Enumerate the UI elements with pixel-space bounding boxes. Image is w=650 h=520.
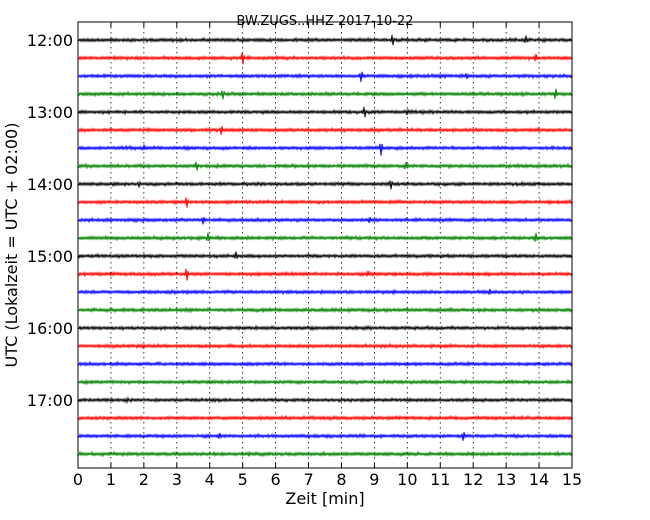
y-tick-label: 17:00 bbox=[27, 391, 73, 410]
x-tick-label: 8 bbox=[336, 470, 346, 489]
y-axis-label: UTC (Lokalzeit = UTC + 02:00) bbox=[2, 123, 21, 368]
y-tick-label: 13:00 bbox=[27, 103, 73, 122]
trace-line bbox=[77, 432, 573, 441]
trace-line bbox=[77, 126, 573, 136]
trace-line bbox=[77, 450, 573, 458]
x-tick-label: 6 bbox=[271, 470, 281, 489]
x-tick-label: 15 bbox=[562, 470, 582, 489]
trace-line bbox=[77, 52, 573, 65]
x-tick-label: 14 bbox=[529, 470, 549, 489]
x-tick-label: 2 bbox=[139, 470, 149, 489]
trace-line bbox=[77, 342, 573, 350]
trace-line bbox=[77, 143, 573, 156]
trace-line bbox=[77, 88, 573, 100]
x-tick-label: 1 bbox=[106, 470, 116, 489]
y-tick-label: 14:00 bbox=[27, 175, 73, 194]
x-tick-label: 11 bbox=[430, 470, 450, 489]
y-tick-label: 16:00 bbox=[27, 319, 73, 338]
trace-line bbox=[77, 396, 573, 405]
trace-line bbox=[77, 180, 573, 190]
x-tick-label: 10 bbox=[397, 470, 417, 489]
trace-line bbox=[77, 378, 573, 386]
trace-line bbox=[77, 268, 573, 281]
y-tick-label: 12:00 bbox=[27, 31, 73, 50]
trace-line bbox=[77, 197, 573, 208]
trace-line bbox=[77, 161, 573, 171]
trace-lines bbox=[77, 34, 573, 458]
trace-line bbox=[77, 106, 573, 118]
x-axis-label: Zeit [min] bbox=[285, 489, 364, 508]
x-tick-label: 3 bbox=[172, 470, 182, 489]
x-tick-label: 5 bbox=[238, 470, 248, 489]
trace-line bbox=[77, 216, 573, 225]
x-tick-label: 7 bbox=[303, 470, 313, 489]
trace-line bbox=[77, 71, 573, 82]
trace-line bbox=[77, 306, 573, 314]
trace-line bbox=[77, 251, 573, 260]
plot-frame bbox=[77, 21, 573, 469]
trace-line bbox=[77, 232, 573, 242]
trace-line bbox=[77, 34, 573, 46]
x-tick-label: 0 bbox=[73, 470, 83, 489]
trace-line bbox=[77, 324, 573, 332]
trace-line bbox=[77, 288, 573, 296]
x-tick-label: 13 bbox=[496, 470, 516, 489]
trace-line bbox=[77, 414, 573, 422]
trace-line bbox=[77, 360, 573, 368]
x-tick-label: 4 bbox=[205, 470, 215, 489]
x-tick-label: 9 bbox=[369, 470, 379, 489]
axis-ticks: 0 1 2 3 4 5 6 7 8 9 10 11 12 13 14 1512:0013:0014:0015:… bbox=[27, 22, 582, 489]
y-tick-label: 15:00 bbox=[27, 247, 73, 266]
x-tick-label: 12 bbox=[463, 470, 483, 489]
